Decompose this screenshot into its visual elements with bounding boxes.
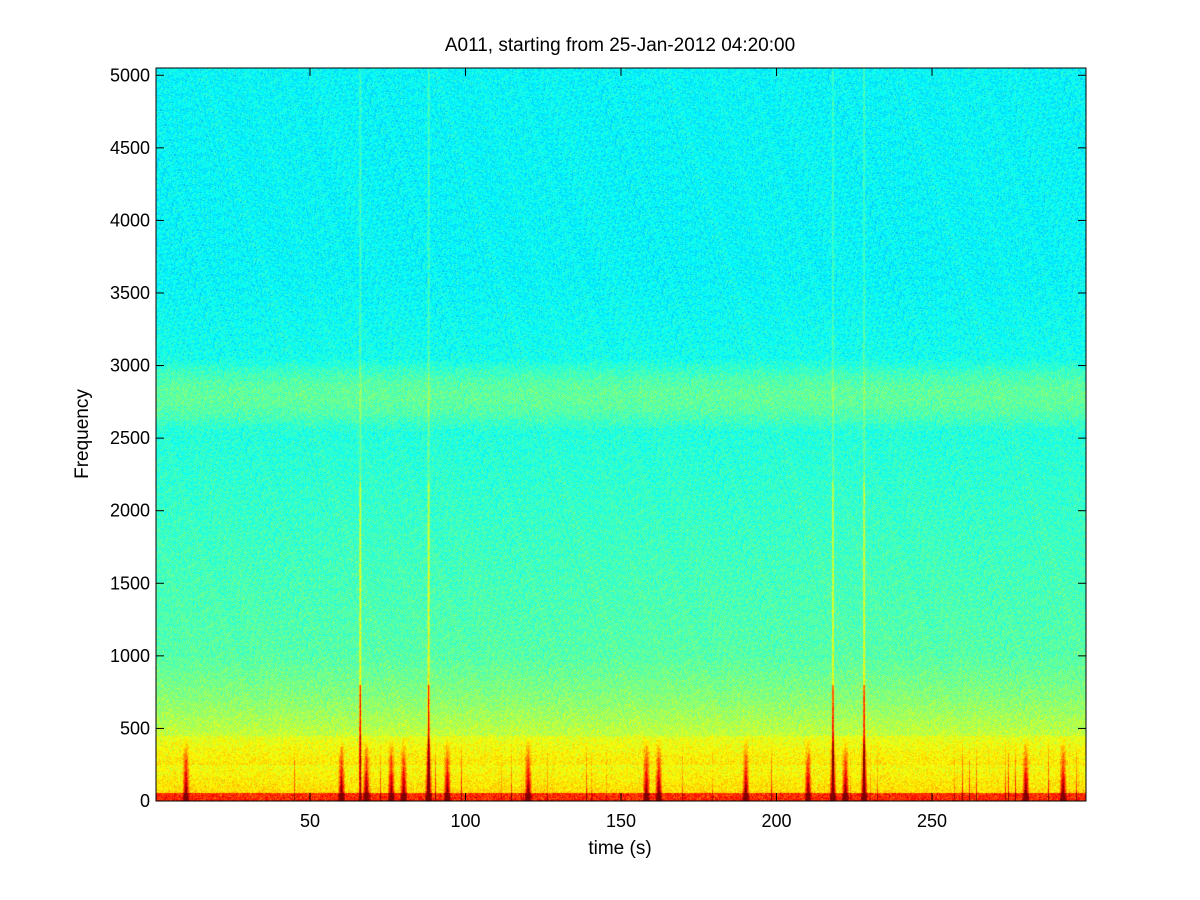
x-tick-label: 200 bbox=[761, 811, 791, 831]
spectrogram-heatmap bbox=[156, 68, 1086, 801]
chart-title: A011, starting from 25-Jan-2012 04:20:00 bbox=[445, 35, 795, 56]
y-tick-label: 1500 bbox=[110, 573, 150, 593]
y-axis-ticks: 0 500 1000 1500 2000 2500 3000 3500 4000 4500 5000 bbox=[110, 65, 1086, 811]
x-axis-title: time (s) bbox=[588, 838, 651, 859]
y-tick-label: 3000 bbox=[110, 356, 150, 376]
y-tick-label: 500 bbox=[120, 718, 150, 738]
x-tick-label: 250 bbox=[917, 811, 947, 831]
y-tick-label: 4500 bbox=[110, 138, 150, 158]
plot-frame bbox=[155, 67, 1087, 802]
y-tick-label: 2500 bbox=[110, 428, 150, 448]
x-tick-label: 50 bbox=[300, 811, 320, 831]
y-tick-label: 2000 bbox=[110, 501, 150, 521]
y-tick-label: 5000 bbox=[110, 65, 150, 85]
y-axis-title: Frequency bbox=[72, 389, 93, 479]
x-axis-ticks: 50 100 150 200 250 bbox=[300, 68, 947, 831]
y-tick-label: 4000 bbox=[110, 210, 150, 230]
y-tick-label: 1000 bbox=[110, 646, 150, 666]
y-tick-label: 3500 bbox=[110, 283, 150, 303]
y-tick-label: 0 bbox=[140, 791, 150, 811]
x-tick-label: 150 bbox=[606, 811, 636, 831]
x-tick-label: 100 bbox=[450, 811, 480, 831]
